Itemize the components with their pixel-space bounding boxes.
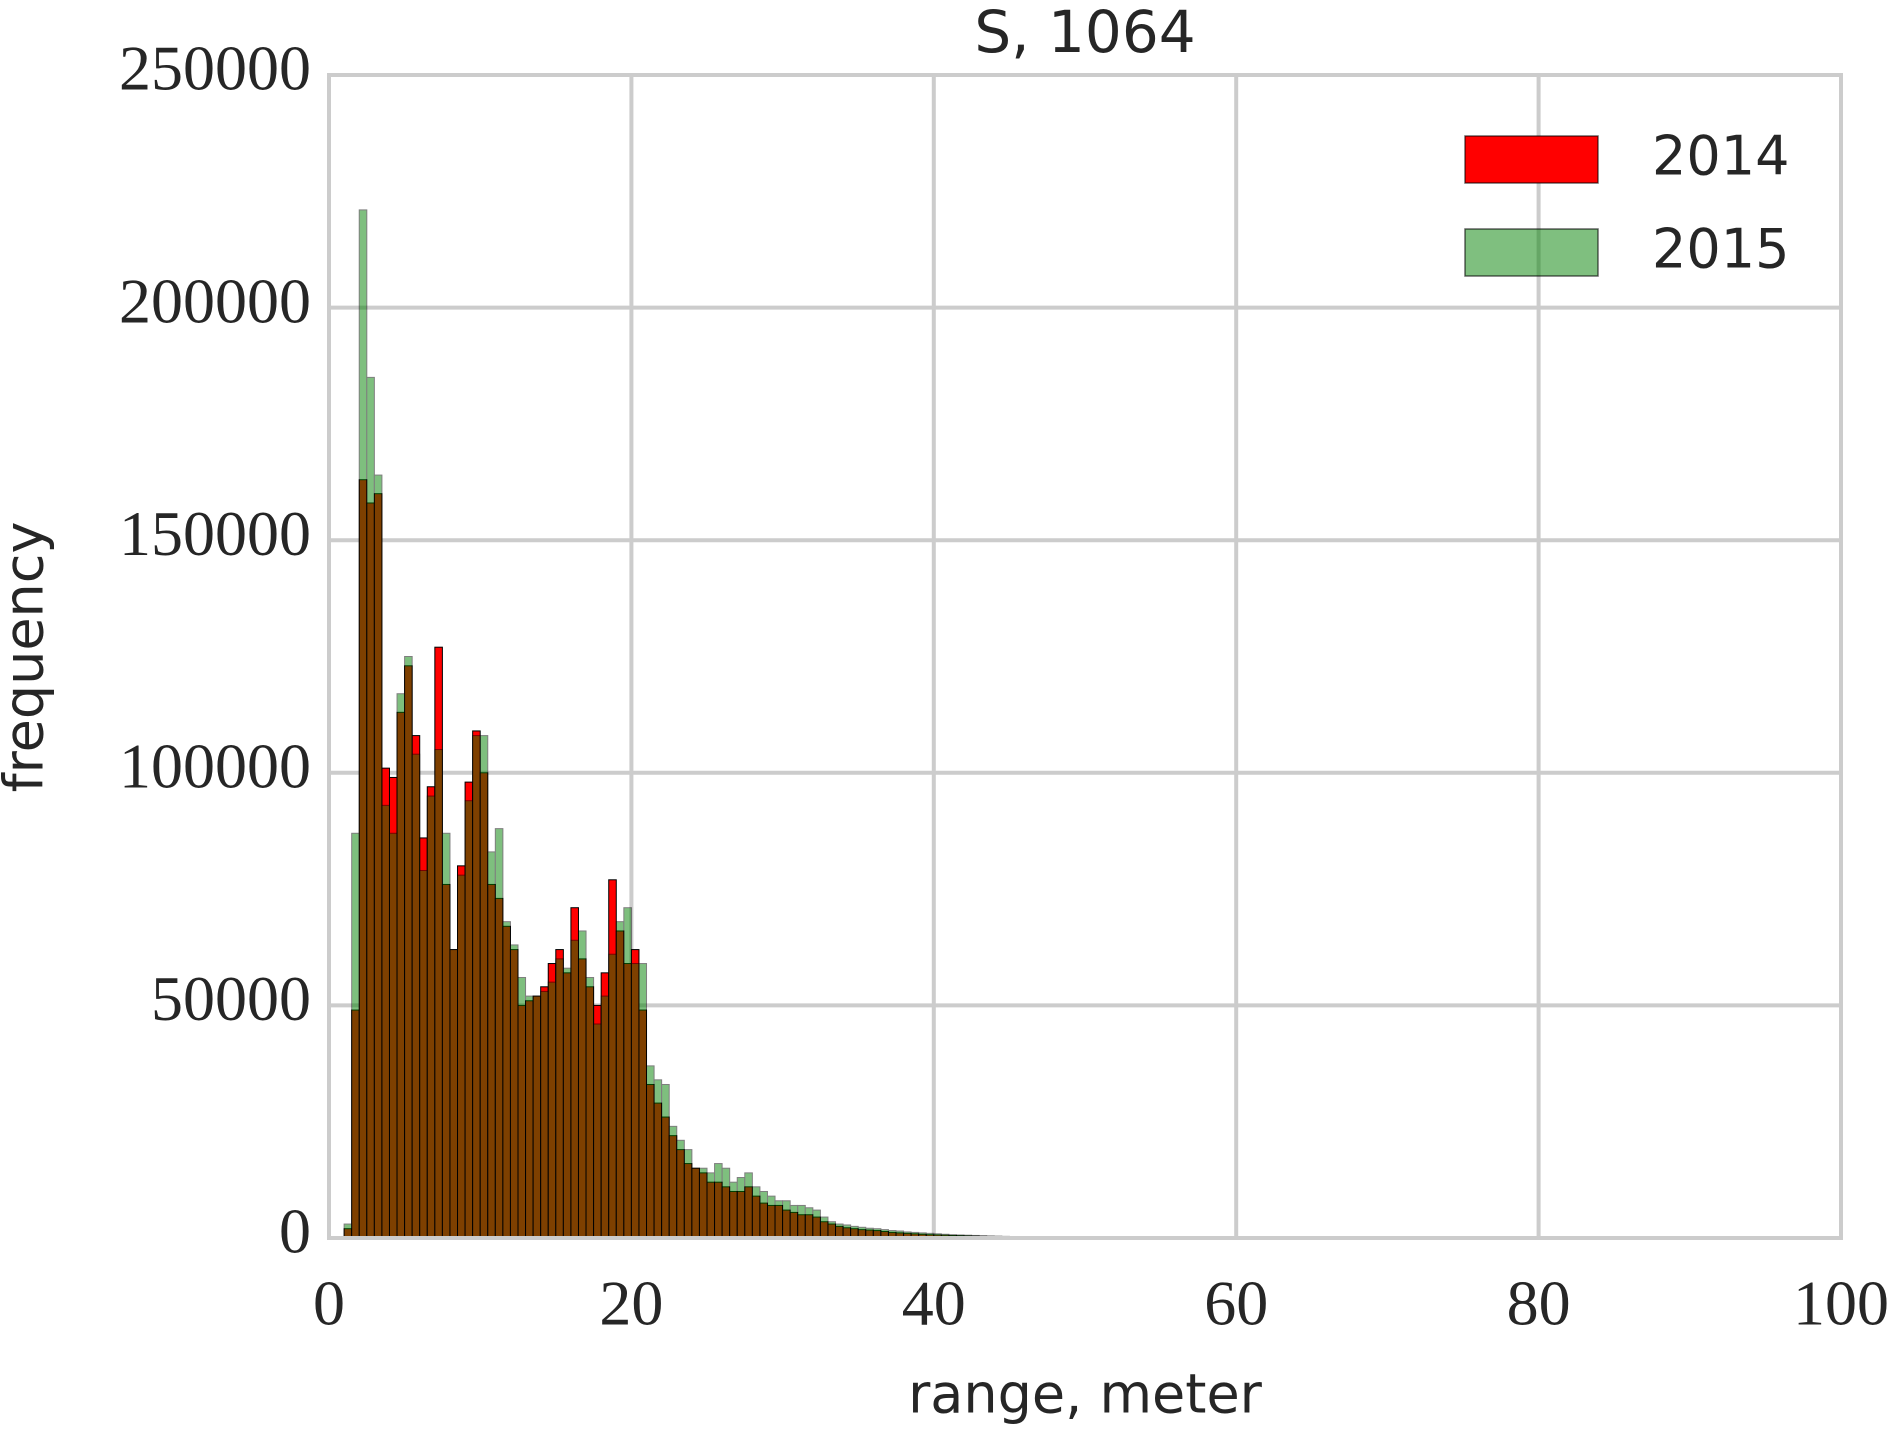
bar (827, 1221, 837, 1239)
bar (835, 1223, 844, 1239)
bar (766, 1195, 776, 1239)
bar (646, 1065, 655, 1239)
bar (804, 1207, 814, 1239)
chart-title: S, 1064 (974, 0, 1195, 66)
bar (540, 990, 549, 1239)
bar (676, 1139, 685, 1239)
x-tick-label: 20 (599, 1268, 663, 1339)
bar (615, 921, 625, 1239)
bar (638, 963, 648, 1239)
bar (419, 869, 428, 1239)
bar (373, 474, 383, 1239)
legend-swatch (1464, 135, 1599, 184)
y-tick-label: 50000 (151, 963, 311, 1034)
bar (457, 874, 466, 1239)
bar (441, 832, 451, 1239)
bar (532, 995, 542, 1239)
bar (653, 1079, 663, 1239)
x-tick-label: 60 (1204, 1268, 1268, 1339)
bar (351, 832, 360, 1239)
bar (479, 735, 489, 1239)
bar (411, 753, 421, 1239)
bar (547, 981, 557, 1239)
bar (744, 1172, 753, 1239)
bar (577, 930, 587, 1239)
bar (789, 1204, 799, 1239)
bar (517, 976, 527, 1239)
y-tick-label: 200000 (119, 265, 311, 336)
bar (759, 1190, 768, 1239)
bar (487, 851, 496, 1239)
bar (661, 1083, 670, 1239)
bar (585, 976, 595, 1239)
bar (812, 1209, 821, 1239)
bar (570, 939, 579, 1239)
bar (751, 1186, 761, 1239)
bar (691, 1167, 700, 1239)
bar (494, 828, 504, 1239)
y-axis-label: frequency (0, 522, 56, 793)
bar (736, 1177, 746, 1239)
bar (449, 949, 459, 1239)
bar (381, 804, 390, 1239)
bar (502, 921, 511, 1239)
bar (358, 209, 368, 1239)
x-tick-label: 100 (1793, 1268, 1887, 1339)
bar (714, 1163, 723, 1239)
bar (525, 995, 534, 1239)
bar (797, 1204, 806, 1239)
y-tick-label: 100000 (119, 730, 311, 801)
bar (343, 1223, 353, 1239)
bar (668, 1125, 678, 1239)
series-bars (343, 209, 1116, 1239)
bar (683, 1149, 693, 1239)
bar (426, 795, 436, 1239)
bar (562, 967, 572, 1239)
bar (464, 800, 474, 1239)
x-tick-label: 0 (313, 1268, 345, 1339)
x-tick-label: 80 (1507, 1268, 1571, 1339)
bar (404, 656, 413, 1239)
x-axis-label: range, meter (908, 1363, 1263, 1426)
legend-label: 2015 (1652, 218, 1789, 281)
x-tick-label: 40 (902, 1268, 966, 1339)
bar (608, 953, 617, 1239)
bar (509, 944, 519, 1239)
bar (698, 1167, 708, 1239)
bar (630, 963, 640, 1239)
y-tick-label: 250000 (119, 33, 311, 104)
bar (782, 1200, 791, 1239)
bar (396, 693, 406, 1239)
legend-label: 2014 (1652, 125, 1789, 188)
legend-swatch (1464, 228, 1599, 277)
bar (623, 907, 632, 1239)
bar (819, 1216, 829, 1239)
y-tick-label: 150000 (119, 498, 311, 569)
plot-frame (327, 73, 1843, 1240)
bar (774, 1200, 784, 1239)
bar (434, 749, 443, 1239)
bar (706, 1172, 716, 1239)
bar (472, 735, 481, 1239)
bar (600, 995, 610, 1239)
y-tick-label: 0 (279, 1196, 311, 1267)
bar (593, 1023, 602, 1239)
bar (388, 832, 398, 1239)
bar (729, 1181, 738, 1239)
bar (721, 1167, 731, 1239)
bar (366, 376, 375, 1239)
bar (555, 958, 564, 1239)
